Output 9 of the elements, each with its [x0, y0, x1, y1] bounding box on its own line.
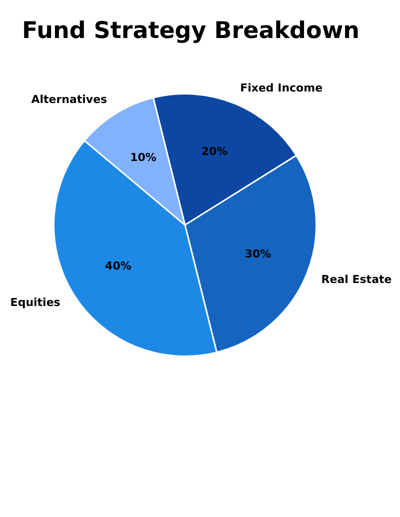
slice-label: Fixed Income — [240, 82, 323, 95]
data-label: 10% — [130, 151, 156, 164]
slice-label: Alternatives — [31, 93, 108, 106]
data-label: 30% — [244, 247, 272, 260]
slice-label: Equities — [10, 296, 61, 309]
chart-title: Fund Strategy Breakdown — [22, 18, 360, 44]
data-label: 40% — [105, 260, 132, 273]
slice-label: Real Estate — [321, 272, 392, 286]
data-label: 20% — [201, 144, 228, 158]
